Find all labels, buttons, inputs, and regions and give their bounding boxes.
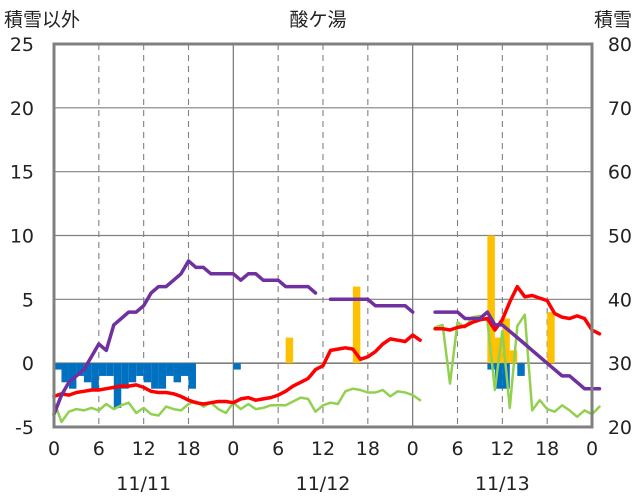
left-tick-label: 0 <box>22 353 34 375</box>
snow_change-bar <box>68 363 77 389</box>
snow_change-bar <box>98 363 107 376</box>
right-tick-label: 30 <box>608 353 632 375</box>
left-axis-label: 積雪以外 <box>4 9 80 31</box>
snow_change-bar <box>143 363 152 383</box>
snow_change-bar <box>158 363 167 389</box>
snow_change-bar <box>173 363 182 383</box>
snow_change-bar <box>517 363 525 376</box>
left-tick-label: 25 <box>10 34 34 56</box>
line-layer <box>52 259 602 424</box>
right-tick-label: 50 <box>608 226 632 248</box>
right-axis-label: 積雪 <box>594 9 632 31</box>
snow_change-bar <box>83 363 92 383</box>
snow_change-bar <box>121 363 129 389</box>
snow_change-bar <box>181 363 189 376</box>
x-tick-label: 12 <box>490 438 514 460</box>
chart-title: 酸ケ湯 <box>289 9 346 31</box>
snow_change-bar <box>166 363 174 376</box>
precipitation-bar <box>547 312 555 364</box>
snow_change-bar <box>136 363 144 376</box>
x-tick-label: 18 <box>535 438 559 460</box>
snow_change-bar <box>494 363 503 389</box>
right-tick-label: 40 <box>608 289 632 311</box>
snow_change-bar <box>151 363 159 389</box>
left-tick-label: 15 <box>10 162 34 184</box>
precipitation-bar <box>285 337 294 364</box>
snow_change-bar <box>91 363 99 389</box>
snow_change-bar <box>233 363 241 370</box>
axis-layer <box>52 42 594 429</box>
snow_depth-line <box>52 259 602 416</box>
right-tick-label: 20 <box>608 417 632 439</box>
left-tick-label: -5 <box>15 417 34 439</box>
plot-frame <box>52 42 594 429</box>
snow_change-bar <box>128 363 137 383</box>
left-tick-label: 10 <box>10 226 34 248</box>
precipitation-bar <box>352 286 361 364</box>
temperature-line <box>52 284 602 406</box>
x-tick-label: 6 <box>93 438 105 460</box>
snow_change-bar <box>76 363 84 376</box>
precipitation-bar <box>487 235 495 364</box>
left-tick-label: 5 <box>22 289 34 311</box>
x-tick-label: 0 <box>586 438 598 460</box>
right-tick-label: 70 <box>608 98 632 120</box>
snow_change-bar <box>54 363 62 370</box>
precipitation-bar <box>494 337 503 364</box>
x-tick-label: 12 <box>132 438 156 460</box>
right-tick-label: 80 <box>608 34 632 56</box>
x-tick-label: 6 <box>272 438 284 460</box>
snow_change-bar <box>61 363 69 383</box>
right-tick-label: 60 <box>608 162 632 184</box>
x-tick-label: 0 <box>407 438 419 460</box>
date-label: 11/11 <box>116 473 171 495</box>
date-label: 11/13 <box>475 473 530 495</box>
x-tick-label: 18 <box>176 438 200 460</box>
snow_change-bar <box>188 363 196 389</box>
bar-layer <box>54 235 555 408</box>
x-tick-label: 0 <box>48 438 60 460</box>
x-tick-label: 0 <box>227 438 239 460</box>
x-tick-label: 6 <box>451 438 463 460</box>
precipitation-bar <box>502 318 510 364</box>
x-tick-label: 18 <box>356 438 380 460</box>
snow_change-bar <box>106 363 114 376</box>
x-tick-label: 12 <box>311 438 335 460</box>
date-label: 11/12 <box>296 473 351 495</box>
left-tick-label: 20 <box>10 98 34 120</box>
